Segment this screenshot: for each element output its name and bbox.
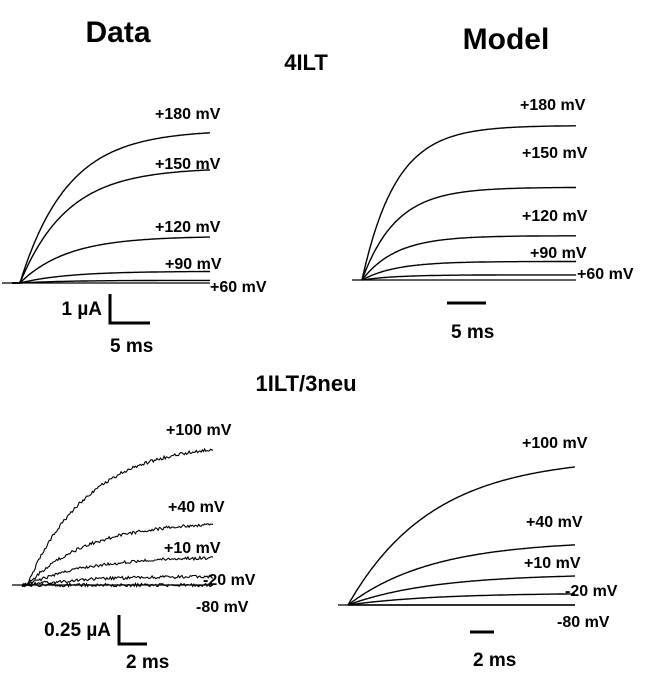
trace-label: +10 mV	[164, 540, 221, 557]
trace-90mV	[12, 270, 210, 284]
scale-bar-x-label: 2 ms	[126, 652, 169, 673]
trace-120mV	[361, 235, 576, 281]
trace-label: -80 mV	[196, 599, 249, 616]
trace-label: +100 mV	[166, 422, 232, 439]
scale-bar	[108, 294, 150, 325]
scale-bar	[117, 615, 147, 646]
trace-20mV	[22, 574, 214, 587]
trace-label: +180 mV	[520, 97, 586, 114]
trace-label: +40 mV	[526, 514, 583, 531]
trace-label: +60 mV	[577, 266, 634, 283]
trace-label: +150 mV	[522, 145, 588, 162]
construct-heading-1ilt-3neu: 1ILT/3neu	[255, 371, 356, 396]
scale-bar-y-label: 1 µA	[61, 299, 102, 320]
trace-label: +150 mV	[155, 156, 221, 173]
scale-bar-x-label: 5 ms	[451, 322, 494, 343]
trace-120mV	[12, 236, 210, 284]
trace-180mV	[361, 125, 576, 281]
trace-100mV	[21, 447, 214, 587]
trace-label: +120 mV	[522, 208, 588, 225]
trace-150mV	[361, 186, 576, 281]
trace-10mV	[347, 575, 576, 606]
trace-label: +90 mV	[165, 256, 222, 273]
scale-bar-y-label: 0.25 µA	[44, 620, 111, 641]
trace-40mV	[347, 544, 575, 606]
trace-150mV	[12, 169, 211, 284]
panel-bottom-data: +100 mV +40 mV +10 mV -20 mV -80 mV 0.25 µA 2 …	[12, 422, 256, 673]
trace-label: -20 mV	[203, 572, 256, 589]
trace-label: +60 mV	[210, 279, 267, 296]
panel-top-model: +180 mV +150 mV +120 mV +90 mV +60 mV 5 ms	[352, 97, 634, 343]
trace-label: +40 mV	[168, 499, 225, 516]
trace-label: +100 mV	[522, 435, 588, 452]
trace-100mV	[347, 466, 576, 606]
trace-label: +10 mV	[524, 555, 581, 572]
column-heading-model: Model	[463, 23, 550, 56]
trace-90mV	[361, 260, 576, 281]
scale-bar-x-label: 2 ms	[473, 650, 516, 671]
trace-label: +180 mV	[155, 106, 221, 123]
trace-60mV	[361, 274, 576, 281]
trace-180mV	[12, 132, 211, 284]
trace-label: +90 mV	[530, 245, 587, 262]
trace-40mV	[21, 523, 213, 588]
trace-label: -80 mV	[557, 614, 610, 631]
panel-bottom-model: +100 mV +40 mV +10 mV -20 mV -80 mV 2 ms	[338, 435, 618, 671]
trace-label: -20 mV	[565, 583, 618, 600]
column-heading-data: Data	[85, 16, 150, 49]
trace-20mV	[347, 593, 575, 606]
scale-bar-x-label: 5 ms	[110, 336, 153, 357]
plots: +180 mV +150 mV +120 mV +90 mV +60 mV 1 µA 5 m…	[2, 97, 634, 673]
panel-top-data: +180 mV +150 mV +120 mV +90 mV +60 mV 1 µA 5 m…	[2, 106, 267, 357]
construct-heading-4ilt: 4ILT	[284, 50, 328, 75]
trace-label: +120 mV	[155, 219, 221, 236]
trace-60mV	[12, 279, 211, 284]
trace-10mV	[21, 555, 214, 587]
trace-80mV	[21, 581, 214, 588]
